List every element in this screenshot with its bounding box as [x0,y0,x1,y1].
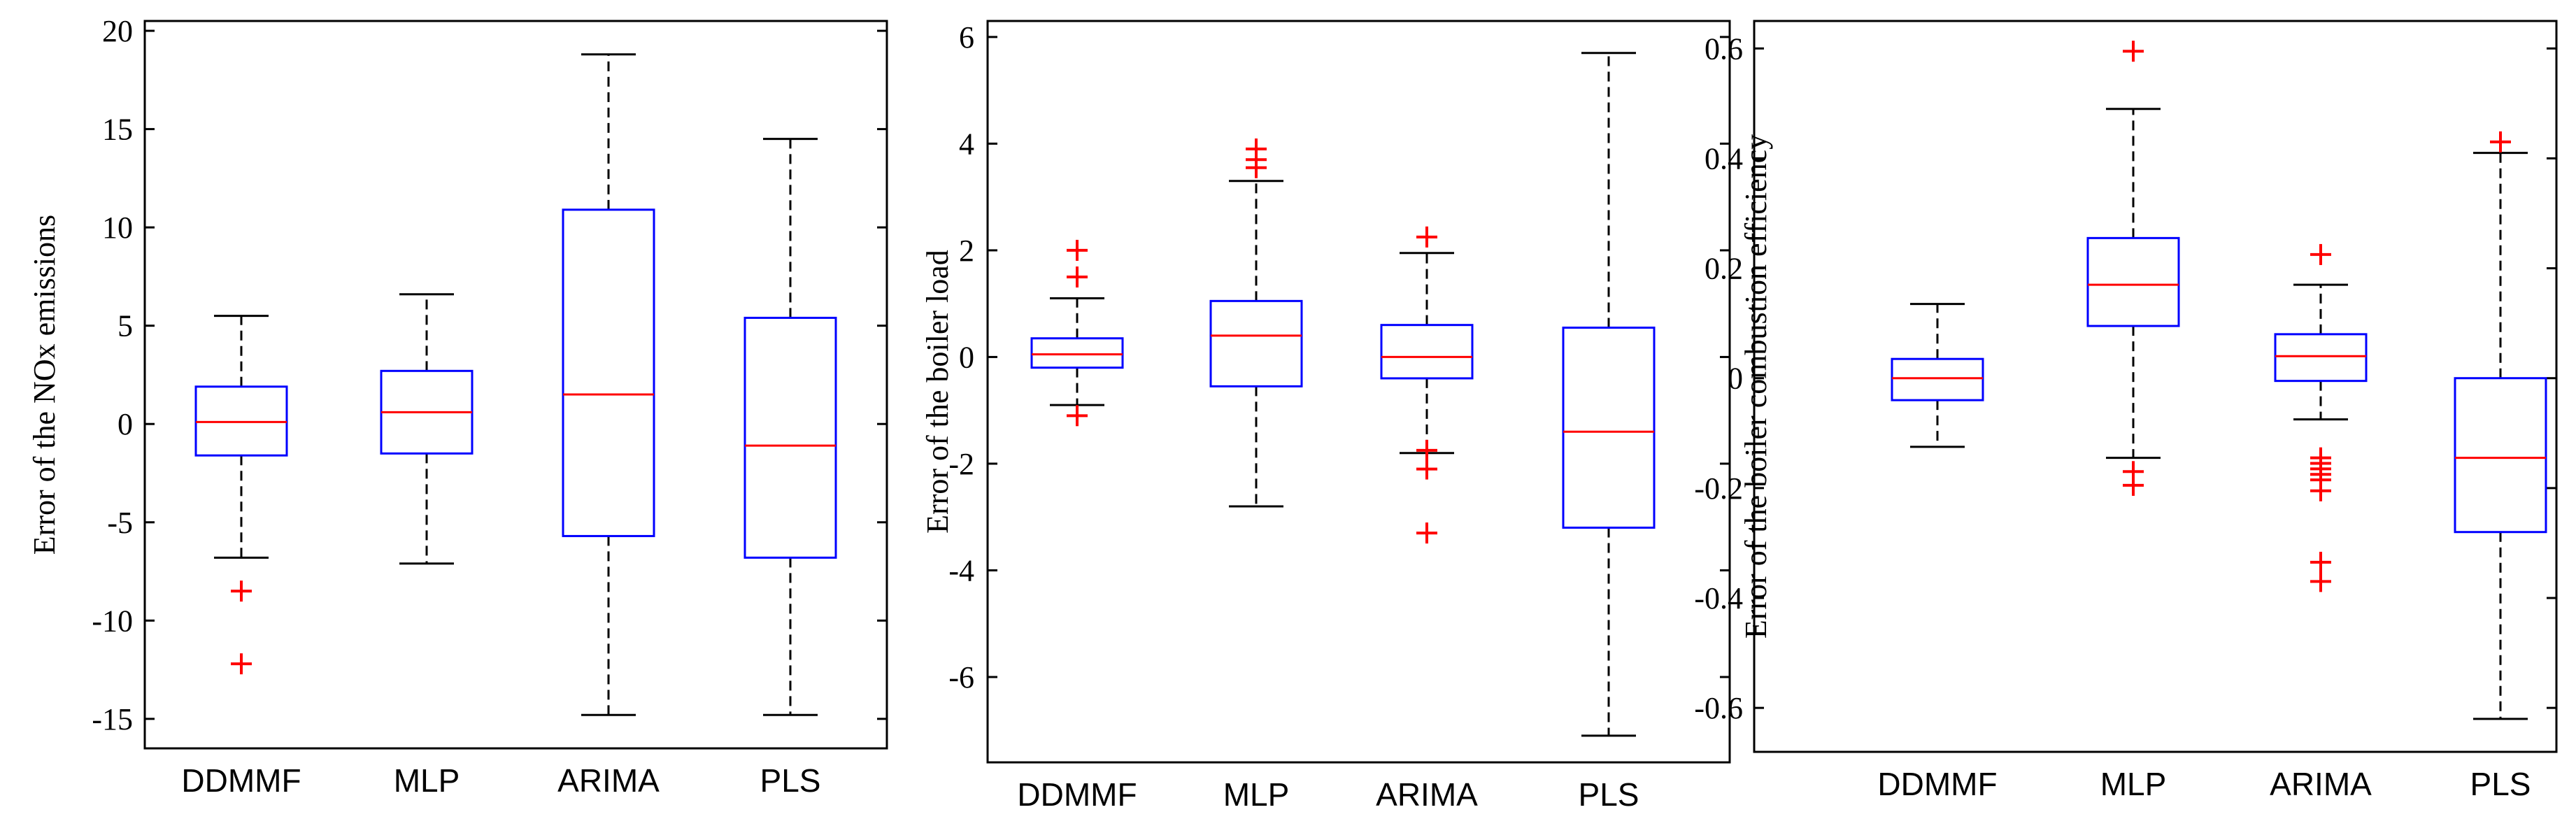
outlier-marker [1067,239,1088,261]
panel-3: -0.6 -0.4 -0.2 0 0.2 0.4 0.6 Error of the boile… [1694,20,2558,802]
outlier-marker [1416,439,1437,461]
x-category-label: MLP [394,762,460,799]
box-arima [2274,243,2368,592]
y-tick-label: 6 [959,20,974,55]
outlier-marker [2310,571,2331,592]
y-tick-label: -4 [948,553,974,587]
x-category-label: MLP [1223,776,1290,813]
y-tick-label: 5 [118,309,133,343]
box-pls [1562,52,1656,737]
iqr-box [1030,337,1124,369]
iqr-box [743,316,837,559]
box-mlp [2086,41,2180,496]
box-mlp [380,293,474,565]
x-category-label: PLS [1579,776,1639,813]
panel-1: -15 -10 -5 0 5 10 15 20 Error of the NOx emissio… [27,14,888,799]
y-axis-label: Error of the boiler combustion efficienc… [1739,134,1773,639]
outlier-marker [2310,551,2331,573]
axes-frame [143,20,888,750]
iqr-box [2274,333,2368,383]
y-tick-label: -0.2 [1694,471,1743,506]
y-tick-label: -6 [948,660,974,695]
box-mlp [1209,138,1303,508]
y-axis-label: Error of the NOx emissions [27,215,62,555]
y-tick-label: 10 [102,211,133,245]
outlier-marker [1416,458,1437,480]
outlier-marker [1416,522,1437,544]
axes-frame [986,20,1731,764]
outlier-marker [2310,480,2331,501]
outlier-marker [2310,243,2331,265]
x-category-label: ARIMA [1376,776,1478,813]
box-arima [562,53,655,716]
x-category-label: ARIMA [557,762,660,799]
y-axis-label: Error of the boiler load [920,250,955,534]
y-tick-label: 0.4 [1705,141,1743,176]
x-category-label: PLS [760,762,821,799]
y-tick-label: -15 [92,702,133,736]
iqr-box [2454,377,2547,534]
x-category-label: MLP [2100,766,2167,802]
y-tick-label: 4 [959,127,974,161]
y-tick-label: 0.2 [1705,252,1743,286]
y-tick-label: -5 [107,506,133,540]
y-tick-label: 0.6 [1705,31,1743,66]
outlier-marker [1246,157,1267,178]
y-tick-label: 2 [959,234,974,268]
outlier-marker [2123,41,2144,62]
y-tick-label: -2 [948,447,974,481]
y-tick-label: -0.6 [1694,691,1743,725]
iqr-box [1562,326,1656,529]
outlier-marker [2490,131,2511,152]
outlier-marker [1416,226,1437,248]
iqr-box [562,208,655,537]
x-category-label: DDMMF [1017,776,1137,813]
outlier-marker [1067,405,1088,427]
x-category-label: ARIMA [2270,766,2372,802]
y-tick-label: -0.4 [1694,581,1743,615]
x-category-label: PLS [2470,766,2531,802]
y-tick-label: 15 [102,113,133,147]
box-ddmmf [194,315,288,675]
x-category-label: DDMMF [1877,766,1997,802]
y-tick-label: -10 [92,604,133,638]
box-ddmmf [1030,239,1124,427]
outlier-marker [231,653,252,675]
box-ddmmf [1891,303,1984,448]
y-tick-label: 0 [1728,362,1743,396]
outlier-marker [231,581,252,602]
iqr-box [1380,324,1474,380]
y-tick-label: 20 [102,14,133,48]
iqr-box [1891,357,1984,401]
panel-2: -6 -4 -2 0 2 4 6 Error of the boiler load DDMMF M… [920,20,1731,813]
outlier-marker [2123,474,2144,496]
box-pls [2454,131,2547,720]
box-pls [743,138,837,716]
axes-frame [1753,20,2558,753]
box-arima [1380,226,1474,544]
y-tick-label: 0 [959,340,974,374]
iqr-box [1209,299,1303,387]
x-category-label: DDMMF [181,762,301,799]
outlier-marker [1067,266,1088,288]
y-tick-label: 0 [118,407,133,441]
iqr-box [2086,236,2180,327]
